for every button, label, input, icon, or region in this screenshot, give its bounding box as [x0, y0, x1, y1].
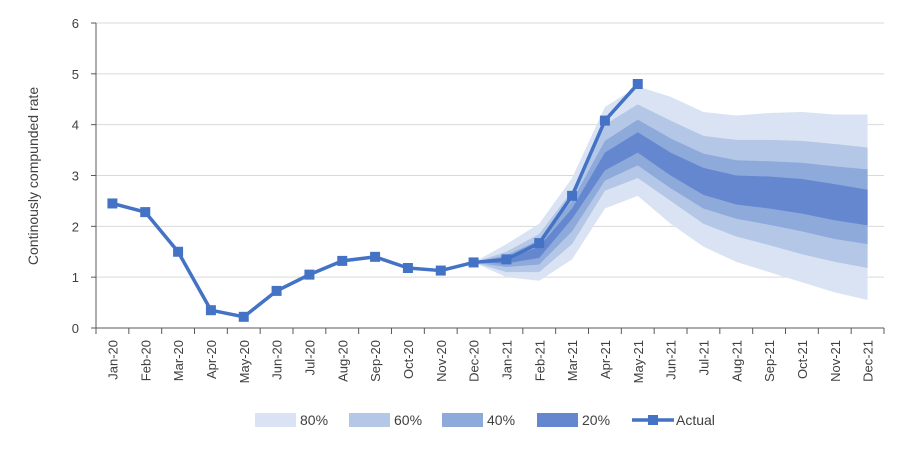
- x-tick-label: Jan-20: [105, 340, 120, 380]
- data-point: [238, 311, 249, 322]
- x-tick-label: Feb-21: [532, 340, 547, 381]
- x-tick-label: May-20: [237, 340, 252, 383]
- data-point: [304, 269, 315, 280]
- data-point: [337, 255, 348, 266]
- x-tick-label: Dec-21: [861, 340, 876, 382]
- fan-band-40pct: [473, 119, 868, 267]
- x-tick-label: Sep-21: [762, 340, 777, 382]
- data-point: [435, 265, 446, 276]
- data-point: [534, 238, 545, 249]
- x-tick-label: Apr-21: [598, 340, 613, 379]
- x-tick-label: Feb-20: [138, 340, 153, 381]
- y-tick-label: 4: [72, 118, 79, 133]
- data-point: [567, 190, 578, 201]
- x-tick-label: Oct-21: [795, 340, 810, 379]
- legend-swatch-80pct: [255, 413, 296, 427]
- legend-swatch-60pct: [349, 413, 390, 427]
- x-tick-label: Jan-21: [499, 340, 514, 380]
- legend-label: 20%: [582, 412, 610, 428]
- data-point: [370, 251, 381, 262]
- legend-label: 40%: [487, 412, 515, 428]
- y-tick-labels: 0 1 2 3 4 5 6: [72, 16, 79, 336]
- gridlines: [96, 22, 884, 278]
- x-tick-label: Jul-21: [696, 340, 711, 375]
- data-point: [107, 198, 118, 209]
- fan-band-20pct: [473, 132, 868, 264]
- y-tick-label: 1: [72, 270, 79, 285]
- legend-swatch-20pct: [537, 413, 578, 427]
- y-tick-label: 2: [72, 219, 79, 234]
- x-tick-label: Mar-21: [565, 340, 580, 381]
- x-tick-label: Dec-20: [467, 340, 482, 382]
- x-tick-label: May-21: [631, 340, 646, 383]
- y-tick-label: 0: [72, 321, 79, 336]
- x-tick-label: Jun-21: [664, 340, 679, 380]
- y-tick-label: 3: [72, 169, 79, 184]
- legend: 80% 60% 40% 20% Actual: [255, 412, 715, 428]
- y-tick-label: 6: [72, 16, 79, 31]
- legend-label: Actual: [676, 412, 715, 428]
- data-point: [173, 246, 184, 257]
- data-point: [205, 305, 216, 316]
- legend-marker-actual: [648, 415, 658, 425]
- data-point: [501, 254, 512, 265]
- x-tick-label: Apr-20: [204, 340, 219, 379]
- legend-label: 80%: [300, 412, 328, 428]
- data-point: [140, 207, 151, 218]
- x-tick-label: Sep-20: [368, 340, 383, 382]
- x-tick-labels: Jan-20 Feb-20 Mar-20 Apr-20 May-20 Jun-20 Jul-…: [105, 340, 875, 383]
- series-lines: [107, 79, 643, 322]
- x-tick-label: Oct-20: [401, 340, 416, 379]
- x-tick-label: Aug-20: [335, 340, 350, 382]
- data-point: [632, 79, 643, 89]
- x-tick-label: Mar-20: [171, 340, 186, 381]
- y-axis-title: Continously compunded rate: [25, 87, 41, 265]
- data-point: [402, 263, 413, 274]
- legend-label: 60%: [394, 412, 422, 428]
- x-tick-label: Nov-21: [828, 340, 843, 382]
- x-tick-label: Aug-21: [729, 340, 744, 382]
- data-point: [468, 257, 479, 268]
- data-point: [599, 115, 610, 126]
- x-tick-label: Jul-20: [302, 340, 317, 375]
- x-tick-label: Jun-20: [270, 340, 285, 380]
- legend-swatch-40pct: [442, 413, 483, 427]
- data-point: [271, 285, 282, 296]
- axes: [91, 22, 885, 334]
- y-tick-label: 5: [72, 67, 79, 82]
- x-tick-label: Nov-20: [434, 340, 449, 382]
- fan-bands: [473, 86, 868, 301]
